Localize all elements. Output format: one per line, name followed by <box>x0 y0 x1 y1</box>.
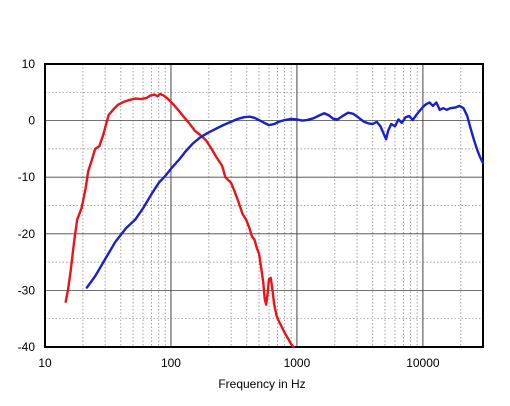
y-tick-labels: 10 0 -10 -20 -30 -40 <box>18 57 36 354</box>
y-tick-label: 0 <box>28 114 35 128</box>
series-line-2 <box>85 101 485 289</box>
x-tick-label: 10 <box>38 356 52 370</box>
y-tick-label: -40 <box>18 340 36 354</box>
minor-gridlines <box>45 64 484 347</box>
series-layer <box>64 92 485 349</box>
x-tick-label: 1000 <box>284 356 311 370</box>
x-axis-title: Frequency in Hz <box>218 377 305 391</box>
x-tick-label: 100 <box>161 356 181 370</box>
y-tick-label: -20 <box>18 227 36 241</box>
plot-frame <box>44 63 484 348</box>
y-tick-label: -10 <box>18 170 36 184</box>
y-tick-label: -30 <box>18 283 36 297</box>
y-tick-label: 10 <box>22 57 36 71</box>
x-tick-labels: 10 100 1000 10000 <box>38 356 440 370</box>
x-tick-label: 10000 <box>406 356 440 370</box>
series-line-1 <box>64 92 295 349</box>
